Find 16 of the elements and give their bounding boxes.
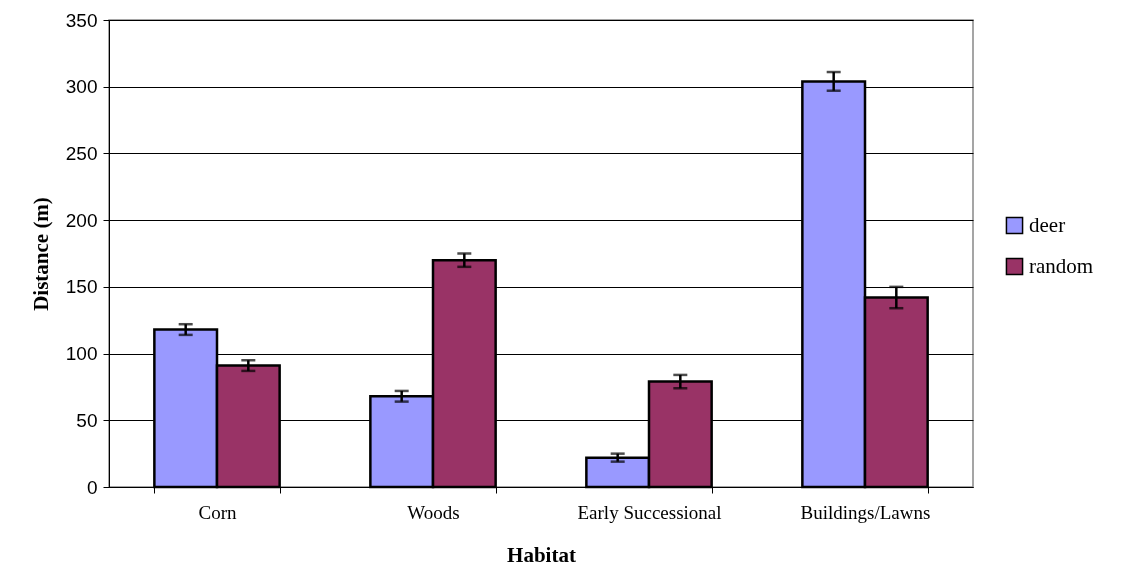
y-tick-label: 100 [65, 343, 98, 365]
y-tick-label: 250 [65, 142, 98, 164]
x-tick-label: Corn [198, 501, 237, 523]
x-axis-title: Habitat [507, 542, 576, 567]
y-tick-label: 150 [65, 276, 98, 298]
y-tick-label: 50 [76, 409, 98, 431]
legend-label: deer [1029, 212, 1066, 237]
x-tick-label: Buildings/Lawns [800, 501, 931, 523]
y-tick-label: 350 [65, 9, 98, 31]
x-tick-label: Woods [407, 501, 460, 523]
y-tick-label: 200 [65, 209, 98, 231]
y-axis-title: Distance (m) [28, 197, 53, 311]
y-tick-label: 0 [86, 476, 98, 498]
y-tick-label: 300 [65, 76, 98, 98]
legend-label: random [1029, 253, 1094, 278]
x-tick-label: Early Successional [577, 501, 722, 523]
